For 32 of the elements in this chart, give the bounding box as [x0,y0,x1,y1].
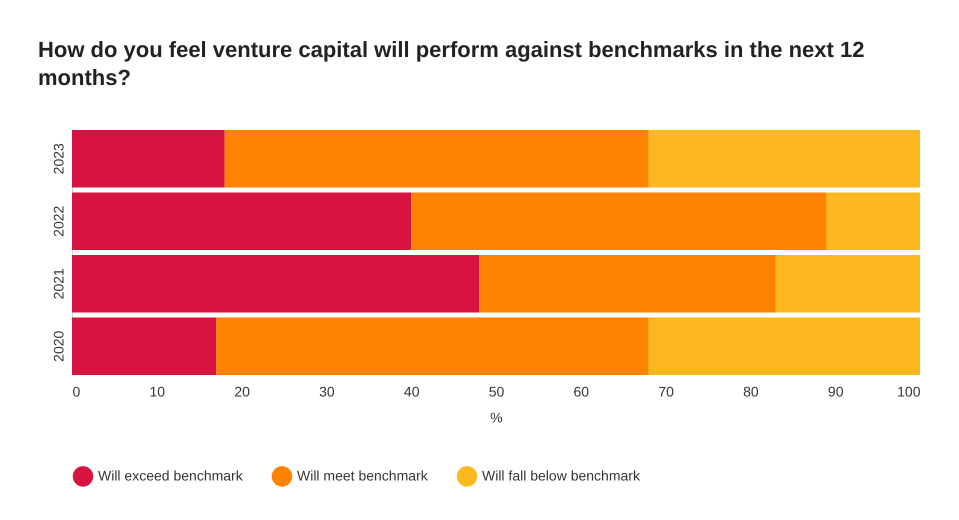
legend-label: Will exceed benchmark [98,467,244,484]
bar [216,318,649,375]
y-tick-label: 2020 [50,330,66,362]
x-tick-label: 60 [574,384,590,400]
bar [479,255,776,312]
bar [72,130,225,188]
bar [411,192,827,250]
bar [648,130,920,188]
x-tick-label: 10 [150,384,166,400]
bar [826,192,920,250]
x-tick-label: 40 [404,384,420,400]
bar [72,192,412,250]
bar [648,318,920,375]
bar [776,255,920,312]
x-tick-label: 30 [319,384,335,400]
bar [224,130,649,188]
x-axis-title: % [490,410,503,426]
chart-title: How do you feel venture capital will perform against benchmarks in the next 12 months? [38,37,864,90]
x-tick-label: 20 [234,384,250,400]
bar [72,318,216,375]
y-tick-label: 2021 [50,268,66,300]
legend-label: Will meet benchmark [297,467,429,484]
legend-label: Will fall below benchmark [482,467,641,484]
bar [72,255,480,312]
y-tick-label: 2023 [50,142,66,174]
x-tick-label: 100 [897,384,921,400]
y-tick-label: 2022 [50,205,66,237]
x-tick-label: 90 [828,384,844,400]
x-tick-label: 80 [743,384,759,400]
x-tick-label: 50 [488,384,504,400]
x-tick-label: 70 [658,384,674,400]
x-tick-label: 0 [72,384,80,400]
